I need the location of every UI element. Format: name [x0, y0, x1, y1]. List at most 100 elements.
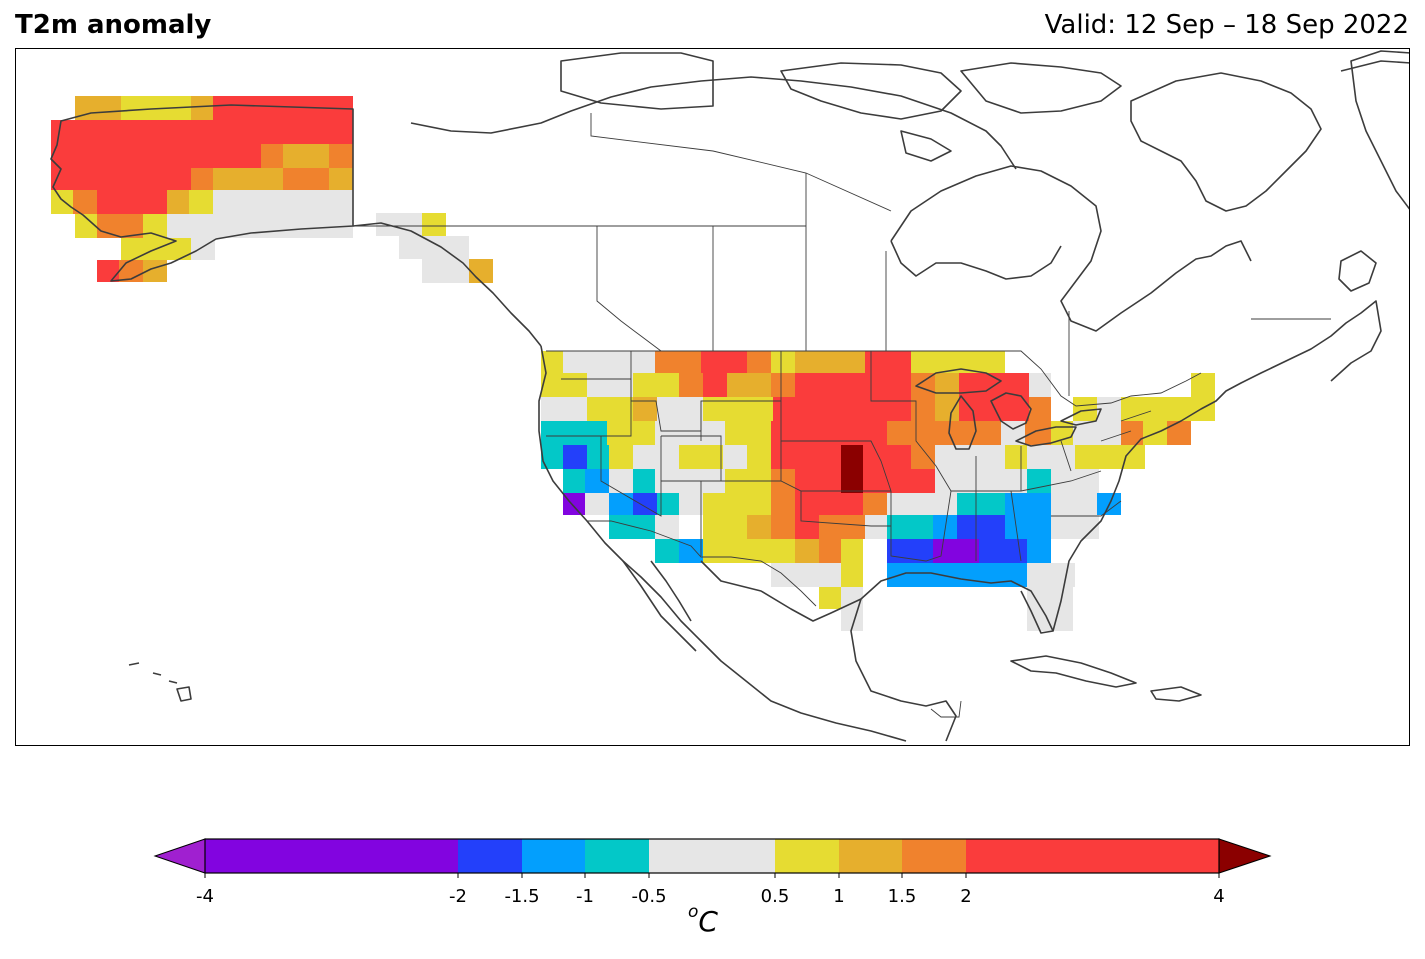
anomaly-cell	[771, 493, 795, 515]
colorbar-bin	[649, 839, 775, 873]
anomaly-cell	[1027, 587, 1073, 609]
anomaly-cell	[633, 445, 655, 469]
anomaly-cell	[1005, 515, 1051, 539]
anomaly-cell	[679, 493, 703, 515]
anomaly-cell	[633, 351, 655, 373]
colorbar-tick-label: 4	[1213, 886, 1224, 907]
anomaly-cell	[977, 421, 1001, 445]
anomaly-cell	[1051, 515, 1075, 539]
anomaly-cell	[633, 373, 657, 397]
colorbar-svg: -4 -2 -1.5 -1 -0.5 0.5 1 1.5 2 4	[153, 838, 1272, 907]
anomaly-cell	[655, 539, 679, 563]
anomaly-cell	[97, 214, 143, 238]
anomaly-cell	[329, 144, 353, 168]
anomaly-cell	[887, 421, 933, 445]
anomaly-cell	[703, 373, 727, 397]
anomaly-cell	[329, 168, 353, 192]
anomaly-cell	[167, 214, 353, 238]
anomaly-cell	[1051, 493, 1097, 515]
anomaly-cell	[911, 351, 935, 373]
anomaly-cell	[75, 214, 97, 238]
colorbar-tick-label: -0.5	[631, 886, 666, 907]
anomaly-cell	[73, 190, 97, 214]
anomaly-cell	[841, 609, 863, 631]
colorbar-under-arrow	[153, 838, 206, 874]
colorbar-tick-label: -1.5	[504, 886, 539, 907]
anomaly-cell	[609, 493, 633, 515]
colorbar-tick-label: 1	[833, 886, 844, 907]
anomaly-cell	[795, 469, 841, 493]
anomaly-cell	[935, 445, 1005, 469]
anomaly-cell	[771, 563, 841, 587]
anomaly-cell	[51, 144, 261, 168]
anomaly-cell	[655, 351, 701, 373]
anomaly-cell	[933, 421, 977, 445]
anomaly-cell	[957, 493, 1005, 515]
anomaly-cell	[655, 515, 679, 539]
anomaly-cell	[1005, 469, 1027, 493]
map-canvas	[50, 50, 1409, 742]
anomaly-cell	[51, 168, 191, 192]
colorbar-tick-label: -2	[449, 886, 467, 907]
anomaly-cell	[747, 515, 771, 539]
anomaly-cell	[655, 421, 701, 445]
anomaly-cell	[587, 397, 633, 421]
anomaly-cell	[563, 373, 587, 397]
anomaly-cell	[1029, 373, 1051, 397]
colorbar-tick-label: -1	[576, 886, 594, 907]
anomaly-cell	[933, 539, 979, 563]
anomaly-cell	[422, 213, 446, 236]
anomaly-cell	[261, 144, 283, 168]
colorbar-frame	[204, 838, 1220, 874]
anomaly-cell	[751, 539, 795, 563]
anomaly-cell	[1027, 539, 1051, 563]
anomaly-cell	[725, 421, 771, 445]
anomaly-cell	[585, 493, 609, 515]
anomaly-cell	[167, 190, 189, 214]
anomaly-cell	[841, 445, 863, 469]
anomaly-cell	[933, 515, 957, 539]
anomaly-cell	[541, 421, 607, 445]
anomaly-cell	[795, 515, 819, 539]
anomaly-cell	[1027, 609, 1073, 631]
anomaly-cell	[541, 397, 587, 421]
anomaly-cell	[657, 397, 703, 421]
colorbar-bin	[966, 839, 1219, 873]
anomaly-cell	[1169, 397, 1215, 421]
anomaly-cell	[865, 515, 889, 539]
anomaly-cell	[541, 445, 563, 469]
anomaly-cell	[563, 445, 587, 469]
anomaly-cell	[51, 120, 353, 144]
colorbar-tick-label: 0.5	[761, 886, 790, 907]
anomaly-cell	[189, 190, 213, 214]
anomaly-cell	[191, 168, 213, 192]
anomaly-cell	[283, 144, 329, 168]
anomaly-cell	[703, 539, 727, 563]
map-title: T2m anomaly	[15, 10, 212, 40]
anomaly-cell	[935, 351, 1005, 373]
anomaly-cell	[657, 373, 679, 397]
anomaly-cell	[911, 445, 935, 469]
anomaly-cell	[657, 493, 679, 515]
anomaly-cell	[979, 539, 1003, 563]
colorbar-unit-label: oC	[688, 902, 718, 938]
anomaly-cell	[609, 515, 655, 539]
anomaly-cell	[1191, 373, 1215, 397]
colorbar-bin	[458, 839, 522, 873]
colorbar-bins	[205, 839, 1219, 873]
anomaly-cell	[957, 515, 1005, 539]
anomaly-cell	[679, 445, 723, 469]
anomaly-cell	[863, 469, 911, 493]
anomaly-cell	[422, 259, 469, 283]
anomaly-cell	[795, 351, 865, 373]
anomaly-cell	[773, 397, 865, 421]
anomaly-cell	[771, 515, 795, 539]
political-borders	[352, 109, 1331, 718]
anomaly-cell	[887, 515, 933, 539]
anomaly-cell	[609, 469, 633, 493]
anomaly-cell	[1005, 493, 1051, 515]
anomaly-cell	[213, 190, 353, 214]
anomaly-cell	[819, 515, 865, 539]
anomaly-cell	[819, 587, 841, 609]
anomaly-cell	[1029, 397, 1051, 421]
